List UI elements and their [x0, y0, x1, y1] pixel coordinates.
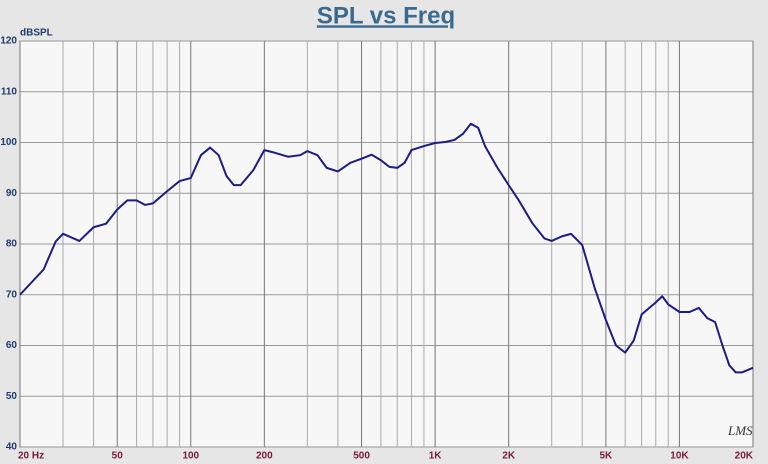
y-tick-label: 100 [0, 137, 17, 148]
x-tick-label: 50 [112, 451, 124, 462]
x-tick-label: 20K [735, 451, 754, 462]
x-tick-label: 1K [429, 451, 443, 462]
spl-line [19, 122, 754, 374]
x-tick-label: 10K [670, 451, 689, 462]
watermark: LMS [727, 423, 753, 438]
y-tick-label: 90 [6, 188, 18, 199]
x-tick-label: 200 [256, 451, 273, 462]
y-tick-label: 40 [6, 442, 18, 453]
y-tick-label: 60 [6, 340, 18, 351]
y-tick-label: 70 [6, 289, 18, 300]
x-tick-label: 5K [599, 451, 613, 462]
x-tick-label: 100 [182, 451, 199, 462]
x-tick-label: 500 [353, 451, 370, 462]
y-tick-label: 80 [6, 239, 18, 250]
y-axis-label: dBSPL [20, 28, 53, 39]
y-tick-label: 110 [1, 86, 18, 97]
y-tick-label: 120 [0, 36, 17, 47]
x-tick-label: 20 Hz [18, 451, 44, 462]
y-tick-label: 50 [6, 391, 18, 402]
x-tick-label: 2K [502, 451, 516, 462]
chart-title: SPL vs Freq [317, 2, 455, 29]
